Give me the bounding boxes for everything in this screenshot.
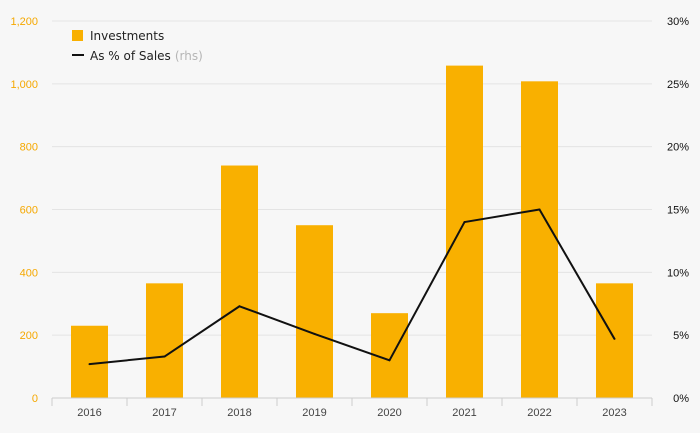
x-tick-label: 2021: [452, 407, 476, 419]
x-tick-label: 2017: [152, 407, 176, 419]
line-point-pct-sales: [463, 221, 466, 224]
line-point-pct-sales: [163, 355, 166, 358]
line-point-pct-sales: [238, 305, 241, 308]
y-left-tick-label: 1,000: [10, 79, 38, 91]
y-left-tick-label: 0: [32, 393, 38, 405]
y-left-tick-label: 800: [20, 142, 38, 154]
bar-investments: [296, 225, 333, 398]
y-right-tick-label: 30%: [667, 16, 689, 28]
gridlines: [52, 20, 652, 336]
bar-series: [71, 65, 633, 398]
bar-investments: [596, 283, 633, 398]
line-point-pct-sales: [538, 208, 541, 211]
x-tick-label: 2023: [602, 407, 626, 419]
y-right-tick-label: 10%: [667, 267, 689, 279]
x-tick-label: 2016: [77, 407, 101, 419]
axes: 0 200 400 600 800 1,000 1,200 0% 5% 10% 15% 20% 25% 3…: [10, 16, 689, 419]
legend: Investments As % of Sales (rhs): [72, 29, 203, 63]
line-point-pct-sales: [88, 363, 91, 366]
y-right-tick-label: 20%: [667, 142, 689, 154]
x-tick-label: 2019: [302, 407, 326, 419]
y-right-tick-label: 0%: [673, 393, 689, 405]
x-tick-label: 2018: [227, 407, 251, 419]
line-point-pct-sales: [313, 332, 316, 335]
legend-label-pct-sales-name: As % of Sales: [90, 49, 171, 63]
y-right-tick-label: 15%: [667, 205, 689, 217]
line-point-pct-sales: [388, 359, 391, 362]
y-left-tick-label: 1,200: [10, 16, 38, 28]
legend-swatch-investments: [72, 30, 83, 41]
bar-investments: [521, 81, 558, 398]
bar-investments: [446, 65, 483, 398]
line-pct-sales: [89, 208, 616, 366]
line-series: [88, 208, 616, 366]
bar-investments: [146, 283, 183, 398]
x-tick-label: 2020: [377, 407, 401, 419]
bar-investments: [221, 165, 258, 398]
legend-label-rhs: (rhs): [175, 49, 203, 63]
y-left-tick-label: 400: [20, 267, 38, 279]
legend-label-pct-sales: As % of Sales (rhs): [90, 49, 203, 63]
y-left-tick-label: 200: [20, 330, 38, 342]
legend-label-investments: Investments: [90, 29, 164, 43]
y-right-tick-label: 5%: [673, 330, 689, 342]
x-tick-label: 2022: [527, 407, 551, 419]
line-point-pct-sales: [613, 337, 616, 340]
y-left-tick-label: 600: [20, 205, 38, 217]
y-right-tick-label: 25%: [667, 79, 689, 91]
